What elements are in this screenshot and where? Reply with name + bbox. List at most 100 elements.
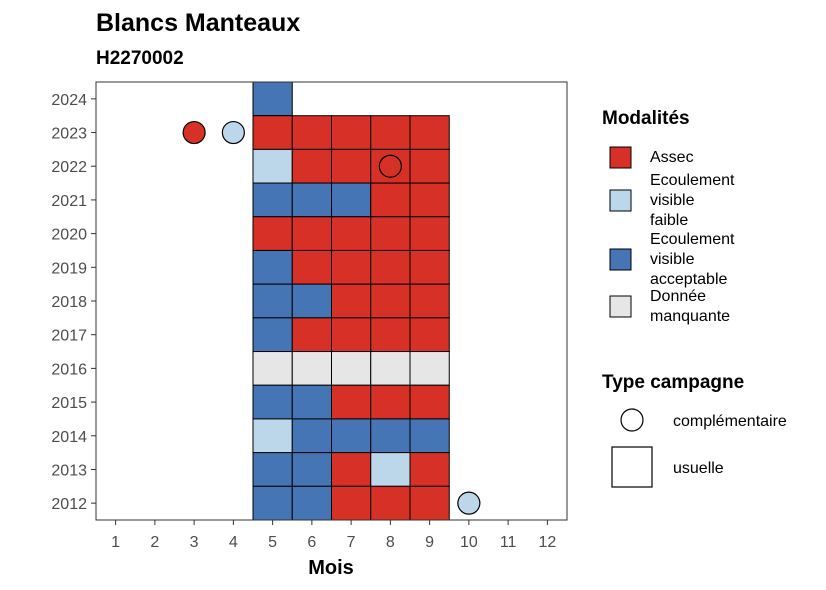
point-2012-10 xyxy=(457,491,481,515)
tile-2013-7 xyxy=(331,452,372,487)
legend-key-assec xyxy=(609,146,632,169)
x-tick-label-6: 6 xyxy=(307,534,316,551)
tile-2013-9 xyxy=(409,452,450,487)
tile-2021-8 xyxy=(370,182,411,218)
y-tick-label-2018: 2018 xyxy=(51,294,87,311)
tile-2018-9 xyxy=(409,283,450,319)
tile-2020-8 xyxy=(370,216,411,251)
chart-title: Blancs Manteaux xyxy=(96,9,300,37)
tile-2018-6 xyxy=(291,283,332,319)
legend-key-ecoulement-visible-faible xyxy=(609,189,632,212)
tile-2016-5 xyxy=(252,351,293,386)
legend-type-campagne: Type campagne complémentaire usuelle xyxy=(602,372,787,488)
legend-label-usuelle: usuelle xyxy=(673,460,724,477)
x-tick-label-7: 7 xyxy=(347,534,356,551)
legend-label-complementaire: complémentaire xyxy=(673,413,787,430)
y-tick-label-2022: 2022 xyxy=(51,159,87,176)
y-tick-label-2021: 2021 xyxy=(51,193,87,210)
y-tick-label-2023: 2023 xyxy=(51,126,87,143)
x-tick-label-9: 9 xyxy=(425,534,434,551)
tile-2012-8 xyxy=(370,485,411,521)
tile-2020-7 xyxy=(331,216,372,251)
tile-2012-6 xyxy=(291,485,332,521)
legend-shape-usuelle xyxy=(611,446,653,488)
legend-key-donnee-manquante xyxy=(609,295,632,318)
tile-2014-6 xyxy=(291,418,332,454)
plot-area xyxy=(182,81,481,521)
point-2023-3 xyxy=(182,120,206,145)
y-tick-label-2015: 2015 xyxy=(51,395,87,412)
tile-2021-9 xyxy=(409,182,450,218)
x-tick-label-2: 2 xyxy=(150,534,159,551)
tile-2016-8 xyxy=(370,351,411,386)
legend-key-ecoulement-visible-acceptable xyxy=(609,248,632,271)
tile-2021-7 xyxy=(331,182,372,218)
y-tick-label-2014: 2014 xyxy=(51,429,87,446)
tile-2012-7 xyxy=(331,485,372,521)
legend-label-ecoulement-visible-faible-line-2: faible xyxy=(650,212,688,229)
tile-2015-7 xyxy=(331,384,372,420)
tile-2022-7 xyxy=(331,148,372,184)
y-tick-label-2012: 2012 xyxy=(51,496,87,513)
tile-2013-5 xyxy=(252,452,293,487)
tile-2022-5 xyxy=(252,148,293,184)
x-tick-label-12: 12 xyxy=(538,534,556,551)
tile-2021-5 xyxy=(252,182,293,218)
x-tick-label-10: 10 xyxy=(460,534,478,551)
y-tick-label-2013: 2013 xyxy=(51,462,87,479)
point-2023-4 xyxy=(221,120,245,145)
x-tick-label-8: 8 xyxy=(386,534,395,551)
tile-2023-9 xyxy=(409,115,450,150)
tile-2015-9 xyxy=(409,384,450,420)
y-tick-label-2016: 2016 xyxy=(51,361,87,378)
y-tick-label-2017: 2017 xyxy=(51,328,87,345)
legend-label-donnee-manquante-line-0: Donnée xyxy=(650,288,706,305)
x-axis: 1 2 3 4 5 6 7 8 9 10 11 12 xyxy=(111,520,556,551)
y-tick-label-2020: 2020 xyxy=(51,227,87,244)
point-2022-8 xyxy=(378,154,402,178)
x-axis-title: Mois xyxy=(308,557,354,579)
tile-2014-5 xyxy=(252,418,293,454)
tile-2023-5 xyxy=(252,115,293,150)
tile-2019-7 xyxy=(331,249,372,285)
y-tick-label-2024: 2024 xyxy=(51,92,87,109)
legend-label-ecoulement-visible-acceptable-line-2: acceptable xyxy=(650,271,727,288)
tile-2020-6 xyxy=(291,216,332,251)
tile-2017-8 xyxy=(370,317,411,353)
tile-2024-5 xyxy=(252,81,293,117)
tile-2017-6 xyxy=(291,317,332,353)
tile-2019-8 xyxy=(370,249,411,285)
tile-2023-7 xyxy=(331,115,372,150)
tile-2023-8 xyxy=(370,115,411,150)
legend-type-title: Type campagne xyxy=(602,372,744,393)
x-tick-label-4: 4 xyxy=(229,534,238,551)
tile-2015-6 xyxy=(291,384,332,420)
tile-2014-8 xyxy=(370,418,411,454)
tile-2012-5 xyxy=(252,485,293,521)
tile-2017-7 xyxy=(331,317,372,353)
tile-2017-5 xyxy=(252,317,293,353)
legend-label-assec-line-0: Assec xyxy=(650,149,694,166)
x-tick-label-11: 11 xyxy=(500,534,517,551)
x-tick-label-5: 5 xyxy=(268,534,277,551)
tile-2014-7 xyxy=(331,418,372,454)
y-axis: 2012 2013 2014 2015 2016 2017 2018 2019 2020 2021… xyxy=(51,92,96,513)
legend-label-ecoulement-visible-acceptable-line-0: Ecoulement xyxy=(650,231,735,248)
tile-2017-9 xyxy=(409,317,450,353)
tile-2016-9 xyxy=(409,351,450,386)
tile-2014-9 xyxy=(409,418,450,454)
tile-2020-9 xyxy=(409,216,450,251)
tile-2018-7 xyxy=(331,283,372,319)
tile-2019-6 xyxy=(291,249,332,285)
chart-subtitle: H2270002 xyxy=(96,48,184,69)
tile-2016-7 xyxy=(331,351,372,386)
tile-2013-6 xyxy=(291,452,332,487)
legend-shape-complementaire xyxy=(620,408,644,432)
x-tick-label-1: 1 xyxy=(111,534,120,551)
tile-2018-5 xyxy=(252,283,293,319)
tile-2018-8 xyxy=(370,283,411,319)
tile-2015-8 xyxy=(370,384,411,420)
x-tick-label-3: 3 xyxy=(190,534,199,551)
legend-label-ecoulement-visible-acceptable-line-1: visible xyxy=(650,251,695,268)
